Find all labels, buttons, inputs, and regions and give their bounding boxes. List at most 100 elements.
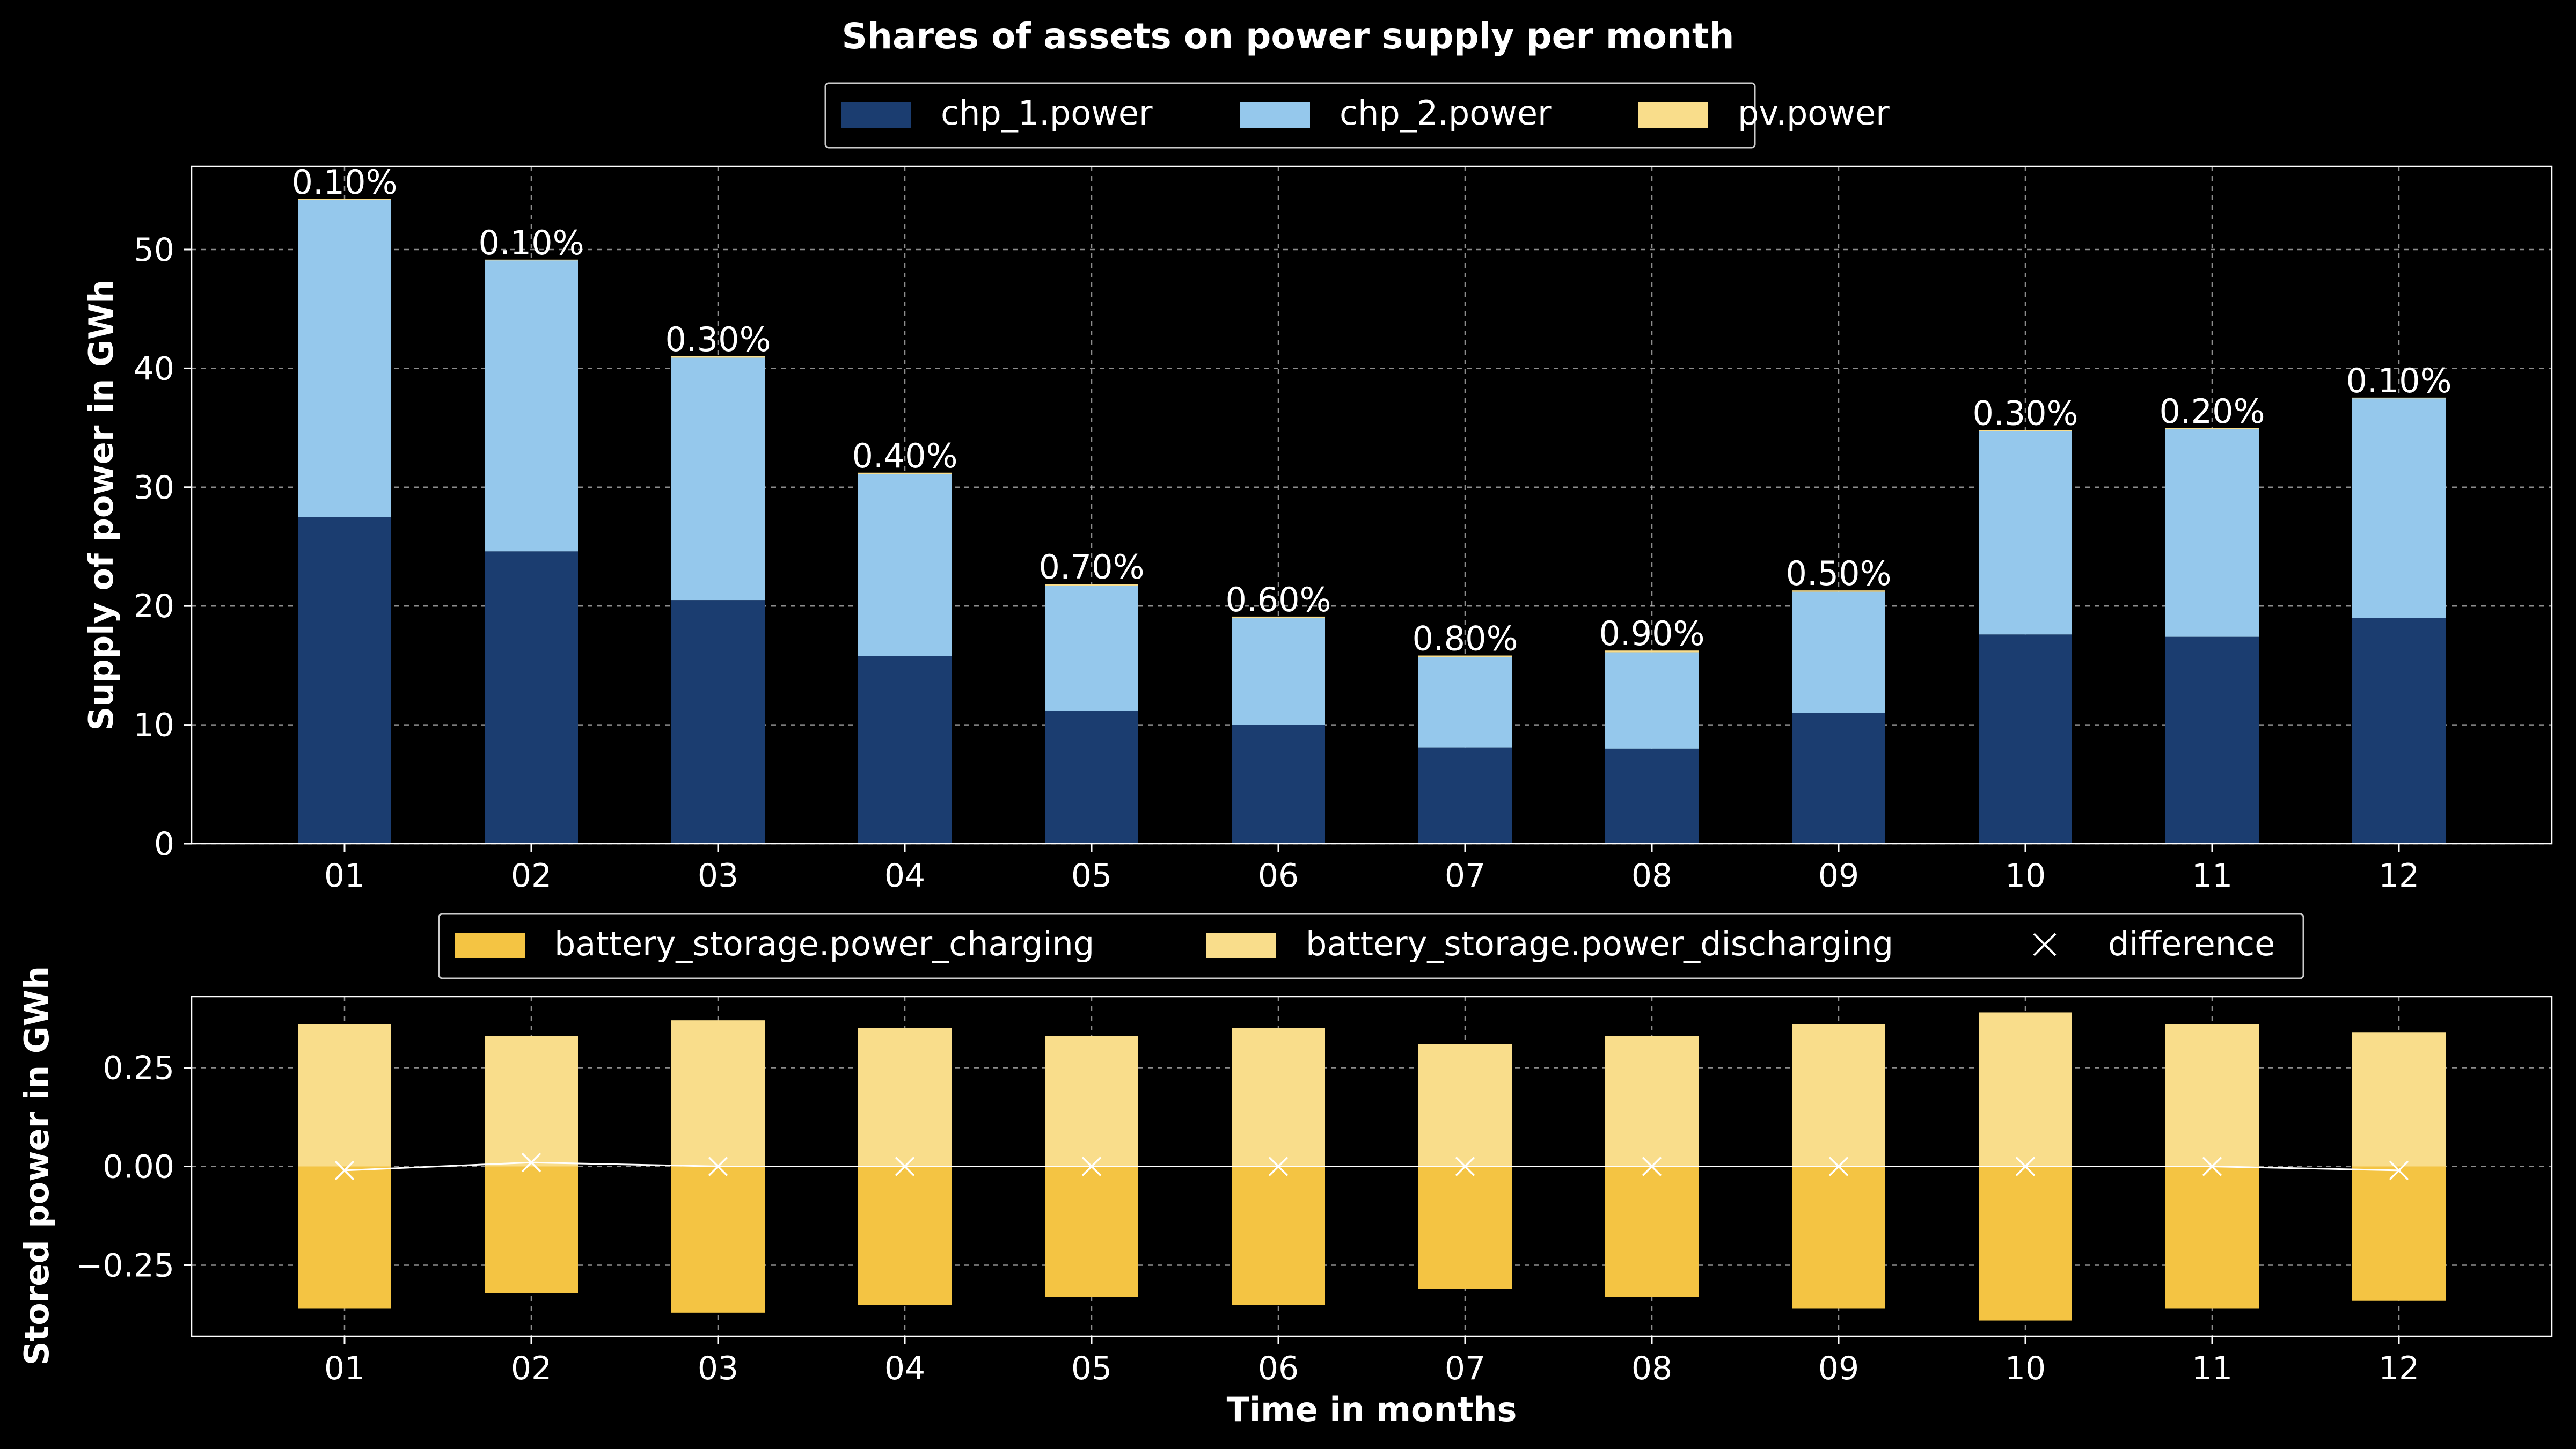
- difference-marker-05: [1081, 1157, 1102, 1176]
- difference-marker-08: [1642, 1157, 1662, 1176]
- top-x-tick-label: 02: [511, 857, 552, 895]
- bar-battery-storage-power-charging-03: [671, 1166, 765, 1313]
- bottom-y-tick-label: 0.00: [103, 1148, 174, 1186]
- legend-marker-difference: [2033, 933, 2057, 956]
- bottom-x-tick-label: 08: [1631, 1350, 1672, 1387]
- bar-battery-storage-power-discharging-04: [858, 1028, 952, 1167]
- bottom-x-tick-label: 11: [2192, 1350, 2233, 1387]
- bar-battery-storage-power-discharging-05: [1045, 1036, 1138, 1167]
- bottom-y-ticks: −0.25 0.00 0.25: [76, 1049, 192, 1285]
- difference-marker-04: [895, 1157, 915, 1176]
- bar-chp-2-power-05: [1045, 586, 1138, 711]
- bar-share-label: 0.40%: [852, 436, 958, 475]
- bar-battery-storage-power-charging-06: [1232, 1166, 1325, 1305]
- top-bars: [298, 199, 2446, 844]
- top-x-tick-label: 03: [698, 857, 738, 895]
- top-y-axis-label: Supply of power in GWh: [82, 280, 121, 731]
- bar-battery-storage-power-charging-04: [858, 1166, 952, 1305]
- bottom-y-axis-label: Stored power in GWh: [17, 966, 56, 1365]
- top-x-tick-label: 12: [2379, 857, 2419, 895]
- bar-battery-storage-power-discharging-07: [1418, 1044, 1512, 1167]
- top-x-tick-label: 07: [1445, 857, 1485, 895]
- bar-battery-storage-power-charging-05: [1045, 1166, 1138, 1297]
- legend-swatch-pv: [1638, 102, 1708, 128]
- bar-battery-storage-power-charging-10: [1979, 1166, 2072, 1321]
- bar-battery-storage-power-discharging-09: [1792, 1024, 1885, 1167]
- bar-chp-1-power-11: [2165, 636, 2259, 844]
- bar-chp-2-power-08: [1605, 652, 1699, 749]
- difference-marker-01: [334, 1160, 355, 1181]
- bar-pv-power-09: [1792, 590, 1885, 592]
- bottom-x-tick-label: 07: [1445, 1350, 1485, 1387]
- top-y-tick-label: 10: [134, 707, 174, 744]
- top-y-ticks: 0 10 20 30 40 50: [134, 231, 192, 863]
- bar-pv-power-11: [2165, 428, 2259, 429]
- bar-battery-storage-power-charging-02: [485, 1166, 578, 1293]
- top-x-tick-label: 10: [2005, 857, 2046, 895]
- bar-chp-2-power-10: [1979, 431, 2072, 635]
- bar-share-label: 0.10%: [292, 163, 398, 202]
- bottom-x-tick-label: 10: [2005, 1350, 2046, 1387]
- bar-pv-power-10: [1979, 430, 2072, 431]
- bottom-x-tick-label: 02: [511, 1350, 552, 1387]
- bar-battery-storage-power-charging-09: [1792, 1166, 1885, 1309]
- top-x-tick-label: 01: [324, 857, 365, 895]
- bar-pv-power-02: [485, 259, 578, 261]
- top-x-tick-label: 06: [1258, 857, 1299, 895]
- bar-chp-1-power-03: [671, 600, 765, 844]
- top-y-tick-label: 30: [134, 469, 174, 507]
- bar-chp-1-power-12: [2352, 618, 2446, 844]
- bar-chp-2-power-06: [1232, 618, 1325, 725]
- bar-chp-2-power-02: [485, 260, 578, 552]
- top-y-tick-label: 0: [154, 825, 174, 863]
- legend-label-pv: pv.power: [1738, 93, 1890, 133]
- bar-share-label: 0.30%: [1973, 394, 2079, 433]
- bar-pv-power-07: [1418, 655, 1512, 657]
- bar-battery-storage-power-charging-07: [1418, 1166, 1512, 1289]
- bar-chp-1-power-09: [1792, 713, 1885, 844]
- bar-chp-1-power-08: [1605, 748, 1699, 844]
- legend-bottom-frame: [438, 913, 2304, 979]
- bar-pv-power-12: [2352, 397, 2446, 399]
- bar-chp-1-power-10: [1979, 634, 2072, 844]
- bottom-x-tick-label: 09: [1818, 1350, 1859, 1387]
- bar-battery-storage-power-discharging-11: [2165, 1024, 2259, 1167]
- bar-chp-1-power-07: [1418, 747, 1512, 844]
- legend-label-chp1: chp_1.power: [941, 93, 1153, 133]
- bottom-x-tick-label: 06: [1258, 1350, 1299, 1387]
- legend-swatch-chp1: [841, 102, 911, 128]
- legend-bottom: battery_storage.power_charging battery_s…: [438, 913, 2304, 979]
- bottom-x-ticks: 01 02 03 04 05 06 07 08 09 10 11 12: [324, 1336, 2419, 1387]
- bar-battery-storage-power-charging-08: [1605, 1166, 1699, 1297]
- bottom-x-tick-label: 12: [2379, 1350, 2419, 1387]
- bar-pv-power-08: [1605, 650, 1699, 653]
- legend-label-difference: difference: [2108, 924, 2275, 963]
- bar-battery-storage-power-discharging-10: [1979, 1012, 2072, 1167]
- top-x-tick-label: 04: [884, 857, 925, 895]
- bar-battery-storage-power-discharging-12: [2352, 1032, 2446, 1167]
- difference-marker-10: [2015, 1157, 2036, 1176]
- top-x-tick-label: 05: [1071, 857, 1112, 895]
- chart-title: Shares of assets on power supply per mon…: [841, 16, 1734, 57]
- bar-pv-power-01: [298, 199, 391, 200]
- bar-chp-2-power-12: [2352, 398, 2446, 618]
- top-y-tick-label: 50: [134, 231, 174, 269]
- legend-swatch-discharging: [1206, 933, 1276, 958]
- bar-battery-storage-power-discharging-03: [671, 1020, 765, 1167]
- bar-pv-power-04: [858, 472, 952, 474]
- top-y-tick-label: 20: [134, 588, 174, 625]
- bar-battery-storage-power-discharging-06: [1232, 1028, 1325, 1167]
- bottom-x-tick-label: 03: [698, 1350, 738, 1387]
- difference-marker-12: [2389, 1160, 2409, 1181]
- top-x-ticks: 01 02 03 04 05 06 07 08 09 10 11 12: [324, 844, 2419, 895]
- legend-label-charging: battery_storage.power_charging: [554, 924, 1094, 963]
- difference-line: [334, 1152, 2409, 1181]
- top-x-tick-label: 09: [1818, 857, 1859, 895]
- bar-share-label: 0.10%: [2346, 361, 2452, 400]
- top-bar-labels: 0.10% 0.10% 0.30% 0.40% 0.70% 0.60% 0.80% 0.90%…: [292, 163, 2452, 658]
- bar-chp-1-power-01: [298, 517, 391, 844]
- bar-pv-power-05: [1045, 584, 1138, 586]
- bar-pv-power-03: [671, 356, 765, 358]
- bottom-x-tick-label: 04: [884, 1350, 925, 1387]
- bar-chp-1-power-04: [858, 656, 952, 844]
